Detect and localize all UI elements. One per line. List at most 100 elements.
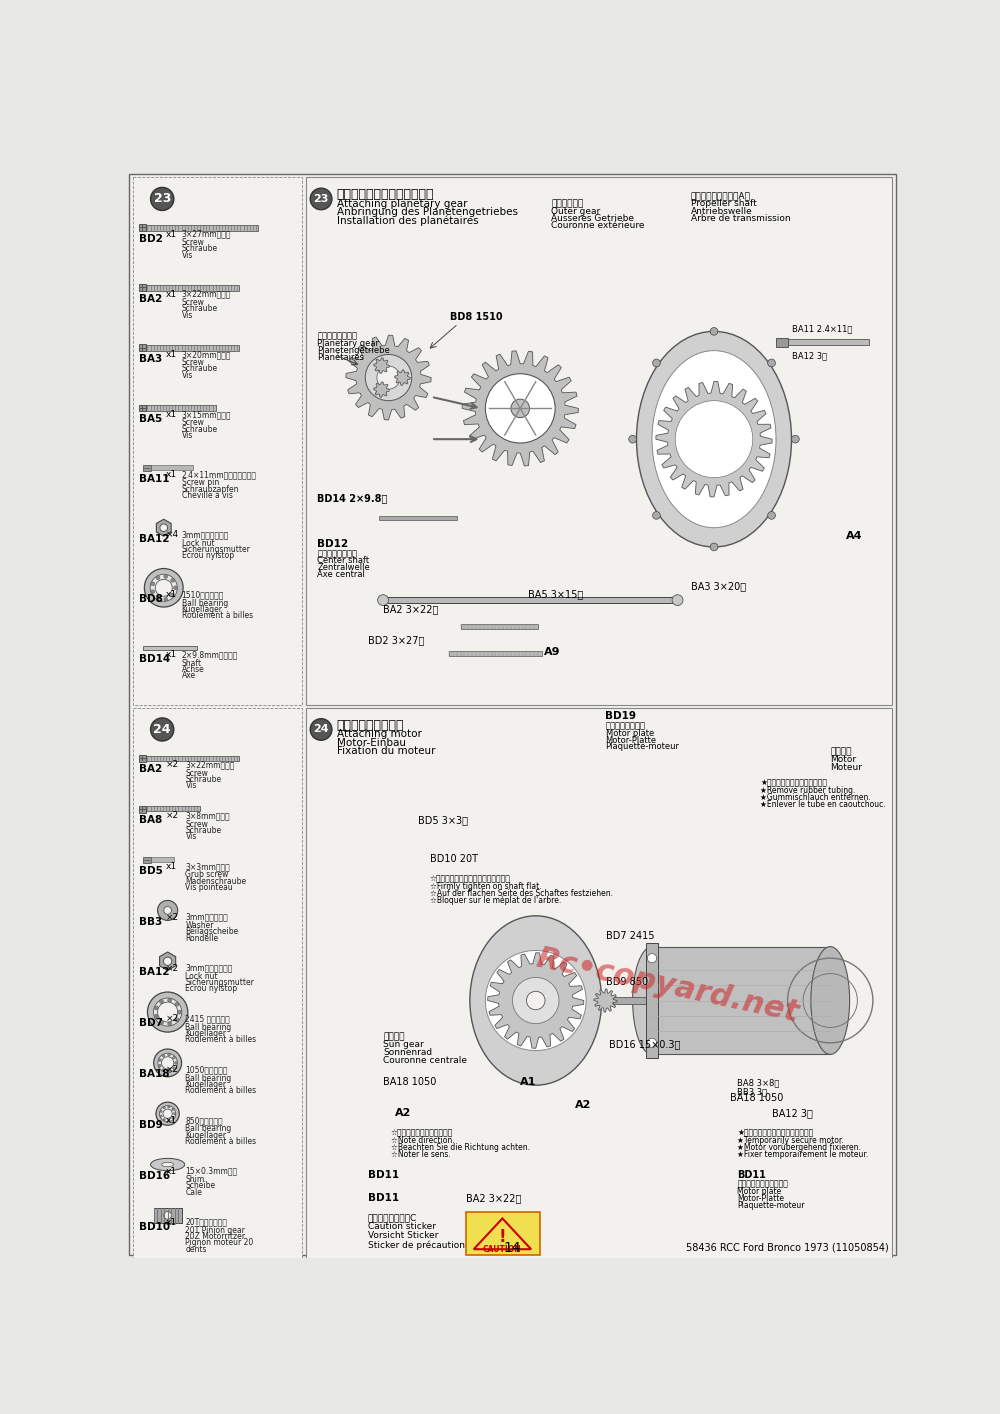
Circle shape [526, 991, 545, 1010]
Text: x1: x1 [166, 1217, 177, 1227]
Text: Screw: Screw [185, 769, 208, 778]
Text: BA8 3×8㎜: BA8 3×8㎜ [737, 1079, 780, 1087]
Text: 1510ベアリング: 1510ベアリング [182, 590, 224, 600]
Text: Kugellager: Kugellager [185, 1131, 226, 1140]
Circle shape [163, 1118, 165, 1121]
Text: センターシャフト: センターシャフト [317, 549, 357, 559]
Ellipse shape [470, 916, 602, 1085]
Circle shape [653, 359, 660, 366]
Text: アウターギヤ: アウターギヤ [551, 199, 584, 208]
Text: 3×22mm丸ビス: 3×22mm丸ビス [182, 290, 231, 298]
Text: ☆Note direction.: ☆Note direction. [391, 1135, 454, 1145]
Text: BA12: BA12 [139, 534, 169, 544]
Circle shape [629, 436, 637, 443]
Circle shape [158, 1059, 161, 1062]
Text: Kugellager: Kugellager [185, 1080, 226, 1089]
Text: x1: x1 [166, 1116, 177, 1126]
Text: BD2: BD2 [139, 233, 163, 243]
Text: 58436 RCC Ford Bronco 1973 (11050854): 58436 RCC Ford Bronco 1973 (11050854) [686, 1243, 888, 1253]
Text: BA2 3×22㎜: BA2 3×22㎜ [383, 604, 438, 615]
Circle shape [156, 575, 160, 580]
Circle shape [172, 1117, 174, 1120]
Text: プロペラシャフト〈A〉: プロペラシャフト〈A〉 [691, 191, 751, 201]
Text: 3×8mm丸ビス: 3×8mm丸ビス [185, 812, 230, 820]
Text: 2415 ベアリング: 2415 ベアリング [185, 1014, 230, 1024]
Circle shape [154, 1014, 158, 1018]
Text: x1: x1 [166, 650, 177, 659]
Text: Vis: Vis [182, 250, 193, 260]
Circle shape [171, 578, 175, 583]
Circle shape [710, 543, 718, 551]
Text: Madenschraube: Madenschraube [185, 877, 247, 885]
Text: Attaching planetary gear: Attaching planetary gear [337, 199, 467, 209]
Circle shape [675, 400, 753, 478]
Bar [145, 286, 239, 290]
Text: Schraube: Schraube [185, 826, 222, 834]
Text: ×2: ×2 [166, 812, 179, 820]
Text: Installation des planétaires: Installation des planétaires [337, 216, 478, 226]
Text: ×2: ×2 [166, 963, 179, 973]
Circle shape [175, 1062, 177, 1065]
Text: x1: x1 [166, 349, 177, 359]
Circle shape [511, 399, 530, 417]
Text: A2: A2 [395, 1109, 411, 1118]
Text: x1: x1 [166, 863, 177, 871]
Text: 3×20mm丸ビス: 3×20mm丸ビス [182, 349, 231, 359]
Circle shape [792, 436, 799, 443]
Circle shape [647, 953, 657, 963]
Polygon shape [374, 382, 389, 397]
Text: サンギヤ: サンギヤ [383, 1032, 405, 1041]
Text: x1: x1 [166, 590, 177, 600]
Circle shape [154, 1049, 182, 1076]
Bar [139, 284, 146, 291]
Text: ☆Bloquer sur le méplat de l'arbre.: ☆Bloquer sur le méplat de l'arbre. [430, 895, 561, 905]
Polygon shape [374, 358, 389, 373]
Text: Roulement à billes: Roulement à billes [182, 611, 253, 619]
Text: BD9 850: BD9 850 [606, 977, 648, 987]
Circle shape [178, 1010, 182, 1014]
Circle shape [160, 1000, 164, 1004]
Circle shape [173, 1056, 175, 1059]
Circle shape [168, 1022, 172, 1027]
Text: Planetengetriebe: Planetengetriebe [317, 346, 390, 355]
Text: ×2: ×2 [166, 1065, 179, 1075]
Circle shape [175, 1003, 179, 1007]
Text: BD19: BD19 [606, 711, 637, 721]
Circle shape [168, 1120, 170, 1121]
Text: 3×22mm丸ビス: 3×22mm丸ビス [185, 761, 235, 769]
Text: Pignon moteur 20: Pignon moteur 20 [185, 1239, 254, 1247]
Polygon shape [656, 382, 772, 496]
Text: BA18 1050: BA18 1050 [730, 1093, 783, 1103]
Circle shape [310, 718, 332, 741]
Text: ★Fixer temporairement le moteur.: ★Fixer temporairement le moteur. [737, 1150, 868, 1159]
Text: モータープレート: モータープレート [606, 721, 646, 731]
Text: BD16: BD16 [139, 1171, 170, 1181]
Circle shape [310, 188, 332, 209]
Ellipse shape [633, 946, 671, 1055]
Circle shape [175, 1018, 179, 1022]
Text: ×2: ×2 [166, 1014, 179, 1024]
Text: 20Z Motorritzer: 20Z Motorritzer [185, 1232, 245, 1241]
Text: ★Gummischlauch entfernen.: ★Gummischlauch entfernen. [761, 792, 871, 802]
Circle shape [158, 901, 178, 921]
Text: Vis: Vis [185, 831, 197, 841]
Text: 2×9.8mmシャフト: 2×9.8mmシャフト [182, 650, 238, 659]
Bar [145, 755, 239, 761]
Circle shape [160, 1110, 162, 1113]
Text: Screw: Screw [185, 820, 208, 829]
Circle shape [156, 595, 160, 600]
Text: BD2 3×27㎜: BD2 3×27㎜ [368, 635, 424, 645]
Text: Schraube: Schraube [185, 775, 222, 783]
Polygon shape [156, 519, 171, 536]
Bar [139, 806, 146, 813]
Text: Motor-Platte: Motor-Platte [737, 1193, 784, 1203]
Circle shape [163, 1107, 165, 1109]
Text: Ecrou nylstop: Ecrou nylstop [185, 984, 238, 994]
Text: BA3: BA3 [139, 354, 162, 363]
Text: ★Enlever le tube en caoutchouc.: ★Enlever le tube en caoutchouc. [761, 799, 886, 809]
Text: Screw: Screw [182, 419, 204, 427]
Text: BD11: BD11 [737, 1169, 766, 1179]
Text: ☆向きに注意してください。: ☆向きに注意してください。 [391, 1128, 453, 1137]
Bar [776, 338, 788, 346]
Circle shape [147, 993, 188, 1032]
